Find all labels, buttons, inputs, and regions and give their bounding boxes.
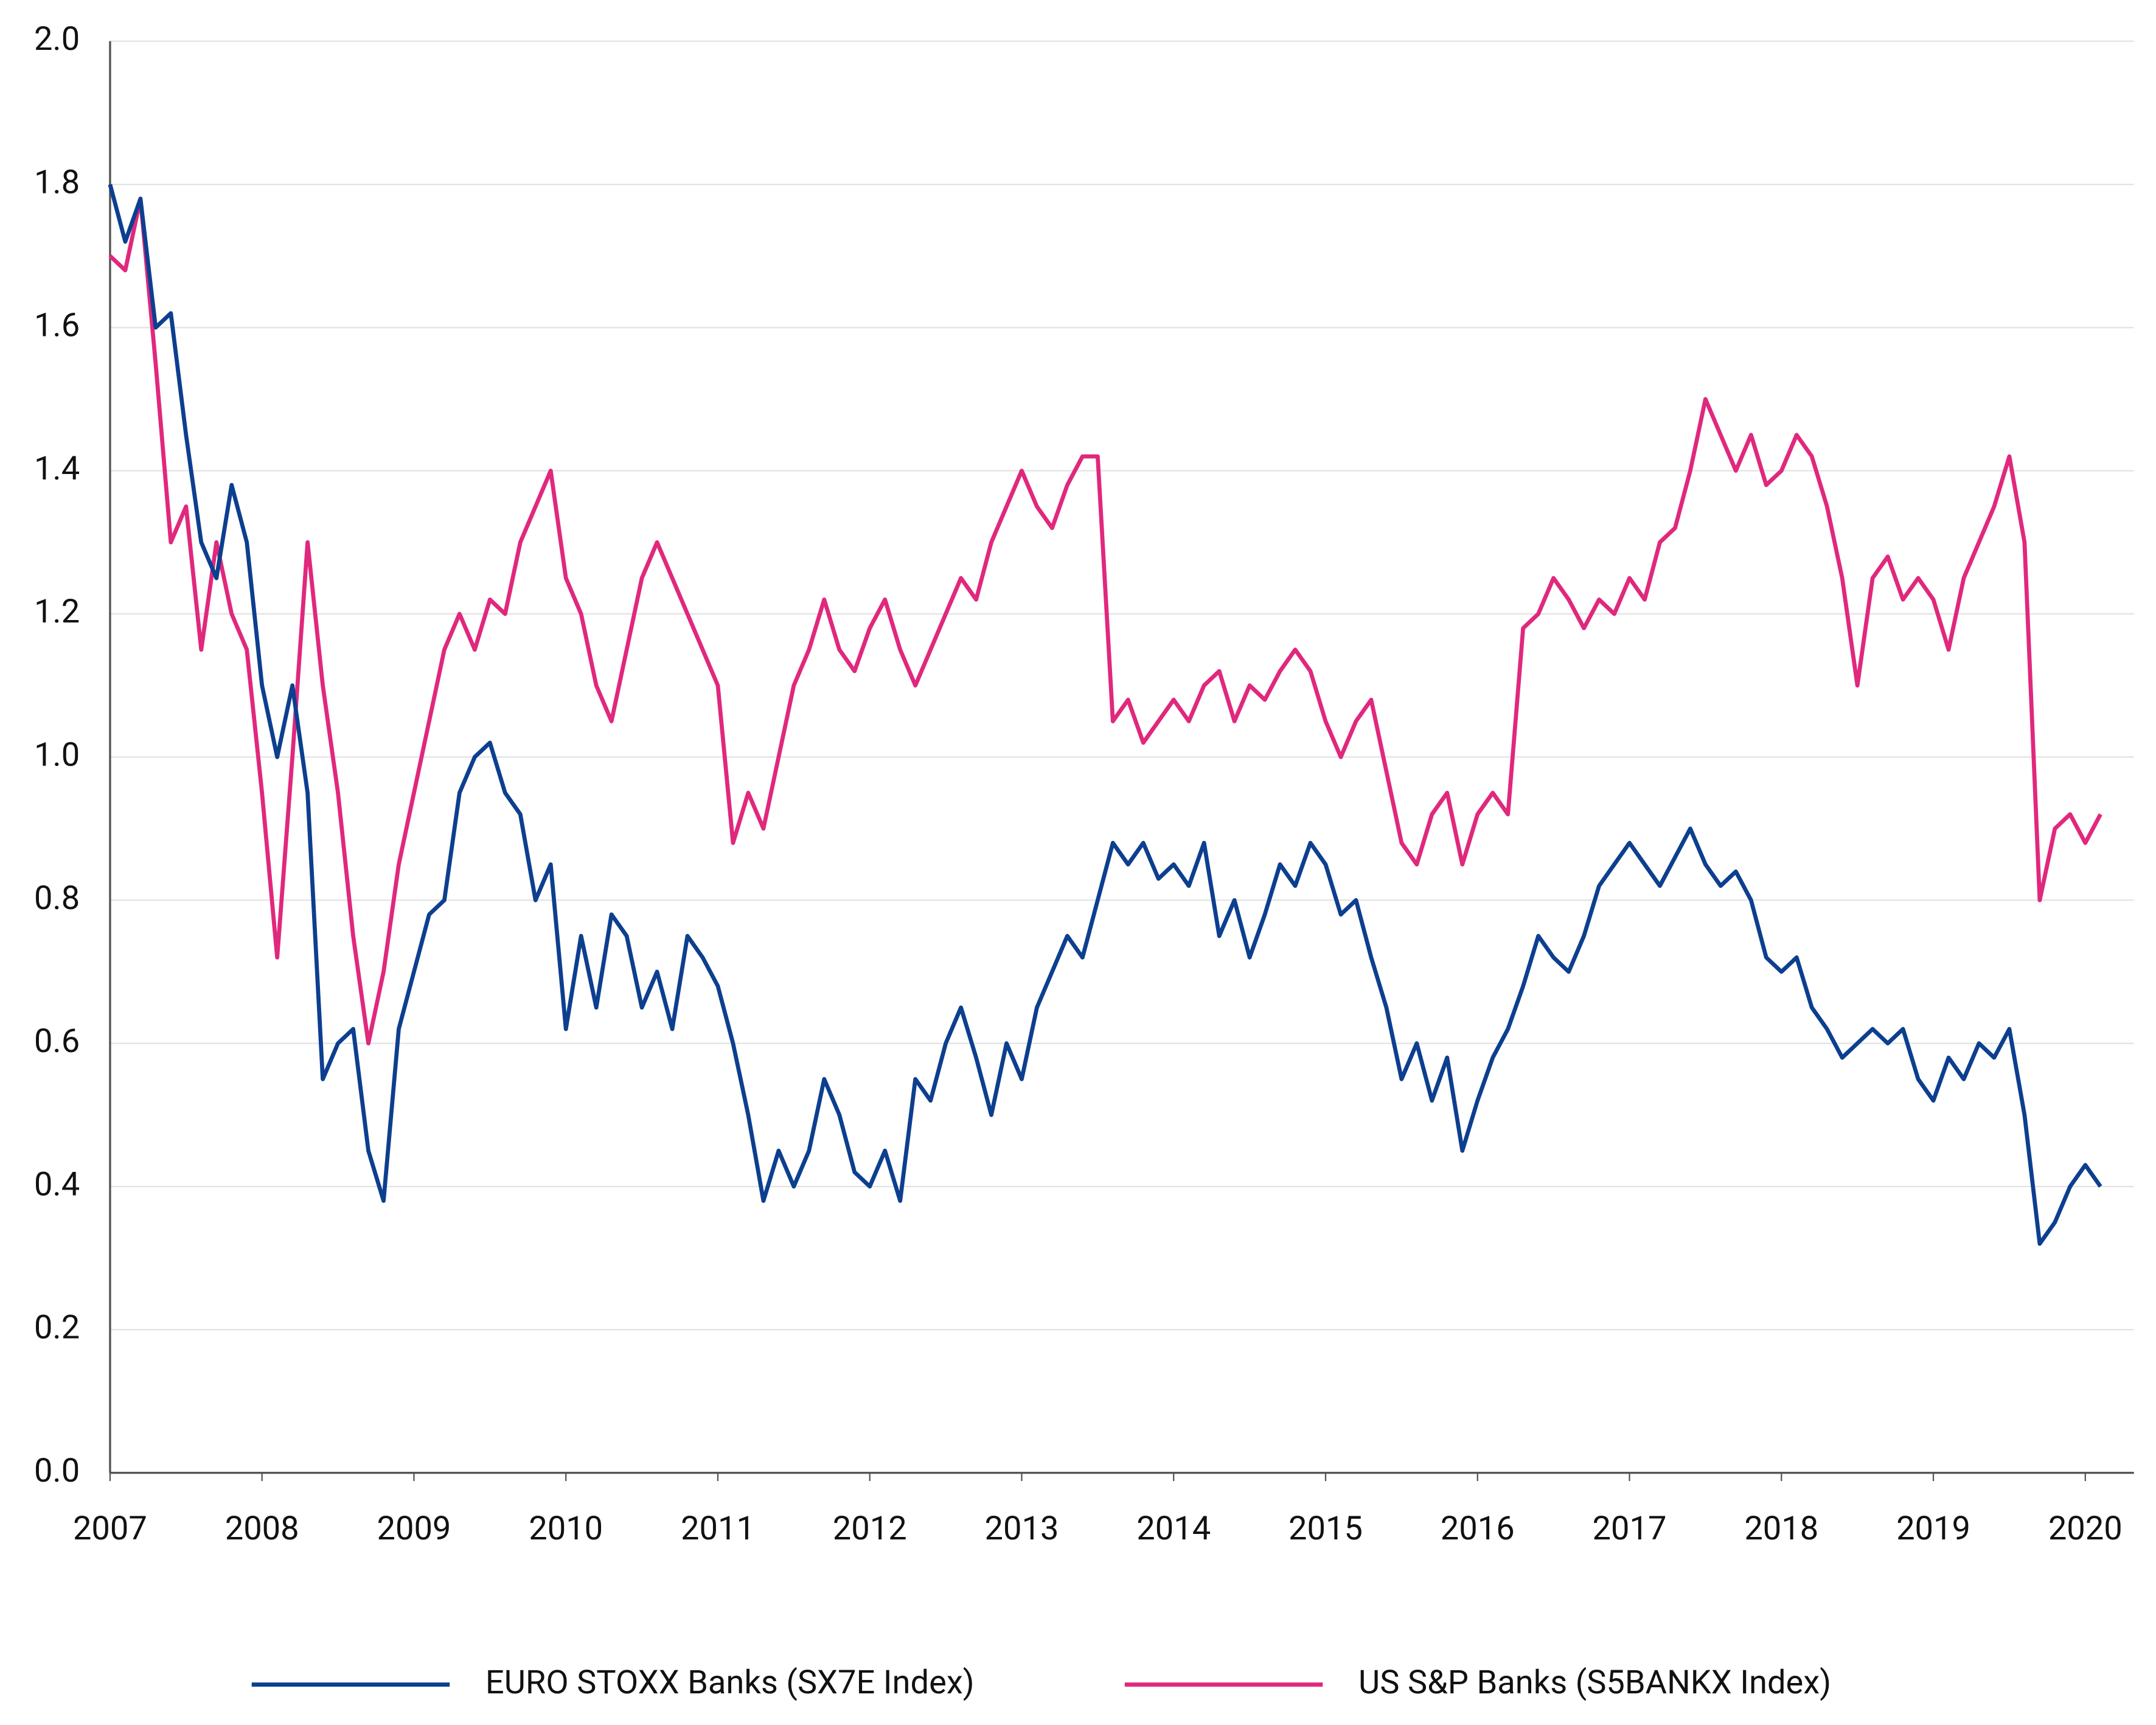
legend-label: EURO STOXX Banks (SX7E Index) xyxy=(485,1664,975,1702)
legend-label: US S&P Banks (S5BANKX Index) xyxy=(1358,1664,1831,1702)
series-line xyxy=(108,184,2102,1246)
x-tick-label: 2012 xyxy=(833,1510,907,1548)
x-tick-label: 2015 xyxy=(1288,1510,1363,1548)
y-tick-label: 0.2 xyxy=(34,1309,80,1347)
y-tick-label: 1.6 xyxy=(34,307,80,345)
x-tick-label: 2008 xyxy=(225,1510,299,1548)
y-tick-label: 0.4 xyxy=(34,1165,80,1204)
x-tick-label: 2013 xyxy=(985,1510,1059,1548)
y-tick-label: 0.6 xyxy=(34,1022,80,1061)
x-tick-label: 2016 xyxy=(1441,1510,1515,1548)
x-tick-label: 2018 xyxy=(1744,1510,1818,1548)
series-line xyxy=(108,197,2102,1046)
x-tick-label: 2009 xyxy=(377,1510,451,1548)
y-tick-label: 1.8 xyxy=(34,163,80,201)
x-tick-label: 2011 xyxy=(681,1510,755,1548)
y-tick-label: 1.4 xyxy=(34,450,80,488)
y-tick-label: 0.8 xyxy=(34,879,80,918)
y-tick-label: 1.2 xyxy=(34,593,80,631)
y-tick-label: 1.0 xyxy=(34,736,80,774)
x-tick-label: 2007 xyxy=(73,1510,147,1548)
x-tick-label: 2014 xyxy=(1136,1510,1211,1548)
y-tick-label: 0.0 xyxy=(34,1452,80,1490)
x-tick-label: 2010 xyxy=(529,1510,603,1548)
x-tick-label: 2017 xyxy=(1593,1510,1667,1548)
x-tick-label: 2020 xyxy=(2048,1510,2123,1548)
y-tick-label: 2.0 xyxy=(34,20,80,58)
x-tick-label: 2019 xyxy=(1896,1510,1970,1548)
